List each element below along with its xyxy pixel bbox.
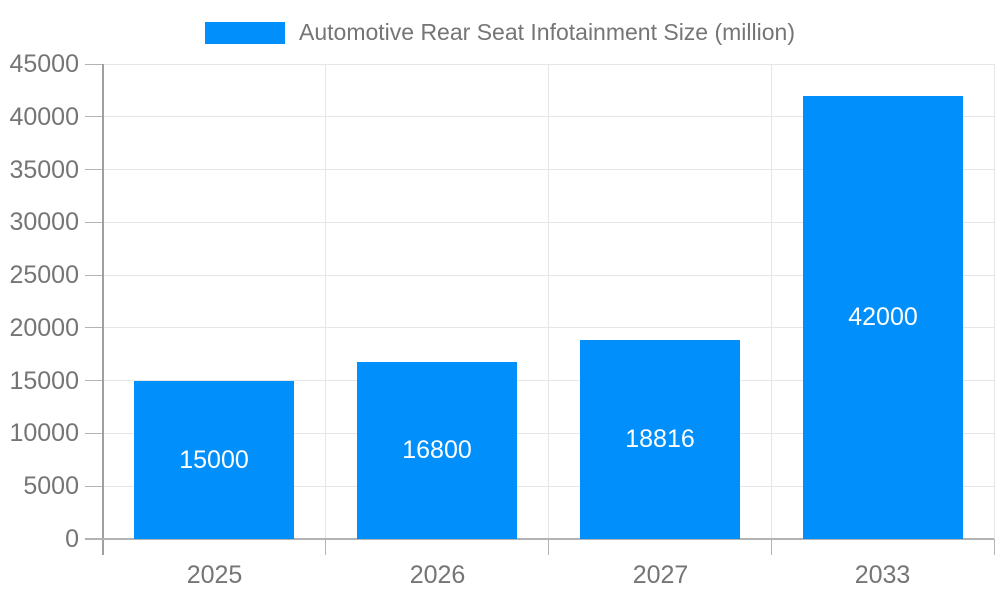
bar[interactable]: 18816 [580, 340, 740, 539]
y-tick-mark [85, 433, 103, 434]
y-tick-mark [85, 222, 103, 223]
x-tick-mark [994, 539, 995, 555]
x-tick-mark [325, 539, 326, 555]
y-tick-label: 0 [65, 525, 79, 553]
v-gridline [325, 64, 326, 539]
y-tick-label: 15000 [9, 367, 79, 395]
bar-value-label: 18816 [625, 425, 695, 453]
y-tick-label: 10000 [9, 419, 79, 447]
v-gridline [771, 64, 772, 539]
x-tick-mark [548, 539, 549, 555]
y-axis-line [102, 64, 104, 539]
y-tick-mark [85, 275, 103, 276]
legend-label: Automotive Rear Seat Infotainment Size (… [299, 19, 795, 45]
bar[interactable]: 42000 [803, 96, 963, 539]
y-tick-mark [85, 116, 103, 117]
x-tick-label: 2027 [632, 561, 689, 589]
y-tick-mark [85, 486, 103, 487]
legend-swatch [205, 21, 285, 44]
x-tick-mark [102, 539, 104, 555]
x-axis-line [85, 538, 994, 540]
legend-item[interactable]: Automotive Rear Seat Infotainment Size (… [0, 19, 1000, 46]
y-tick-label: 25000 [9, 261, 79, 289]
y-tick-mark [85, 327, 103, 328]
bar-value-label: 16800 [402, 436, 472, 464]
y-tick-label: 45000 [9, 50, 79, 78]
v-gridline [994, 64, 995, 539]
y-tick-label: 5000 [23, 472, 79, 500]
y-tick-label: 20000 [9, 314, 79, 342]
y-tick-label: 30000 [9, 208, 79, 236]
y-tick-label: 40000 [9, 103, 79, 131]
bar-value-label: 42000 [848, 303, 918, 331]
x-tick-mark [771, 539, 772, 555]
bar[interactable]: 15000 [134, 381, 294, 539]
bar[interactable]: 16800 [357, 362, 517, 539]
v-gridline [548, 64, 549, 539]
y-tick-label: 35000 [9, 156, 79, 184]
x-tick-label: 2033 [854, 561, 911, 589]
x-tick-label: 2025 [186, 561, 243, 589]
y-tick-mark [85, 169, 103, 170]
y-tick-mark [85, 380, 103, 381]
y-tick-mark [85, 64, 103, 65]
x-tick-label: 2026 [409, 561, 466, 589]
bar-value-label: 15000 [179, 445, 249, 474]
